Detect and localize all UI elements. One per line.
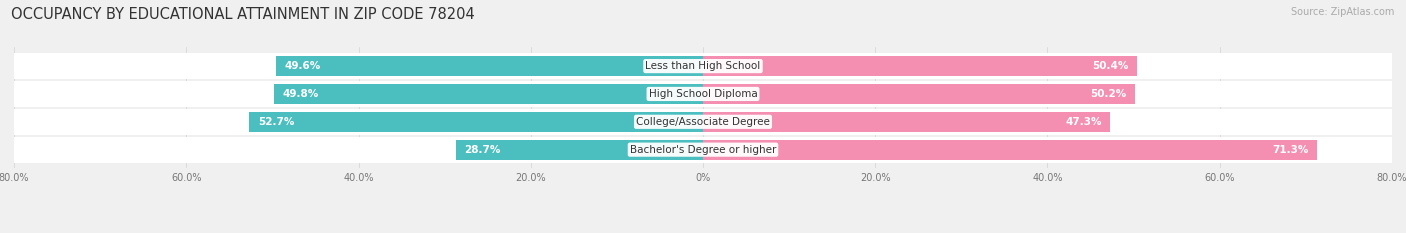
Text: OCCUPANCY BY EDUCATIONAL ATTAINMENT IN ZIP CODE 78204: OCCUPANCY BY EDUCATIONAL ATTAINMENT IN Z… <box>11 7 475 22</box>
Text: 28.7%: 28.7% <box>464 145 501 155</box>
Bar <box>276 56 703 76</box>
Text: 52.7%: 52.7% <box>257 117 294 127</box>
Text: Less than High School: Less than High School <box>645 61 761 71</box>
Text: 71.3%: 71.3% <box>1272 145 1309 155</box>
Text: Source: ZipAtlas.com: Source: ZipAtlas.com <box>1291 7 1395 17</box>
Bar <box>703 140 1317 160</box>
Text: 47.3%: 47.3% <box>1066 117 1102 127</box>
Bar <box>14 137 1392 163</box>
Legend: Owner-occupied, Renter-occupied: Owner-occupied, Renter-occupied <box>595 231 811 233</box>
Bar <box>14 81 1392 107</box>
Text: 50.2%: 50.2% <box>1091 89 1126 99</box>
Bar <box>703 112 1111 132</box>
Bar <box>456 140 703 160</box>
Bar <box>14 109 1392 135</box>
Text: High School Diploma: High School Diploma <box>648 89 758 99</box>
Text: 49.8%: 49.8% <box>283 89 319 99</box>
Bar <box>249 112 703 132</box>
Text: Bachelor's Degree or higher: Bachelor's Degree or higher <box>630 145 776 155</box>
Bar <box>703 56 1137 76</box>
Bar <box>14 53 1392 79</box>
Bar <box>703 84 1135 104</box>
Text: 50.4%: 50.4% <box>1092 61 1129 71</box>
Text: 49.6%: 49.6% <box>284 61 321 71</box>
Text: College/Associate Degree: College/Associate Degree <box>636 117 770 127</box>
Bar <box>274 84 703 104</box>
